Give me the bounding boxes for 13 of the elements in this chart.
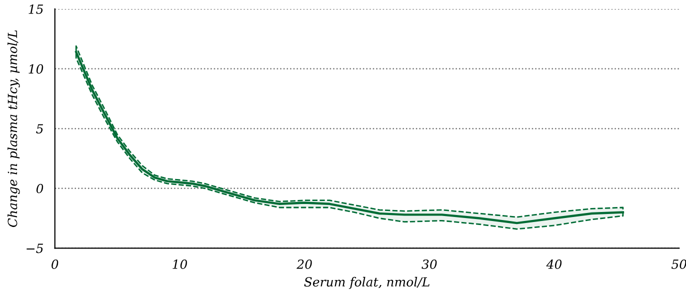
y-tick-label: −5: [26, 244, 44, 254]
y-tick-label: 0: [36, 184, 44, 194]
y-tick-label: 5: [36, 124, 44, 134]
x-tick-label: 50: [671, 260, 686, 269]
x-tick-label: 40: [546, 260, 562, 269]
y-axis-title: Change in plasma tHcy, µmol/L: [8, 30, 20, 227]
x-tick-label: 20: [296, 260, 312, 269]
x-tick-label: 30: [422, 260, 437, 269]
x-tick-label: 0: [52, 260, 58, 269]
y-tick-label: 10: [28, 64, 44, 74]
x-tick-label: 10: [172, 260, 188, 269]
x-axis-title: Serum folat, nmol/L: [304, 276, 430, 290]
y-tick-label: 15: [28, 4, 44, 14]
